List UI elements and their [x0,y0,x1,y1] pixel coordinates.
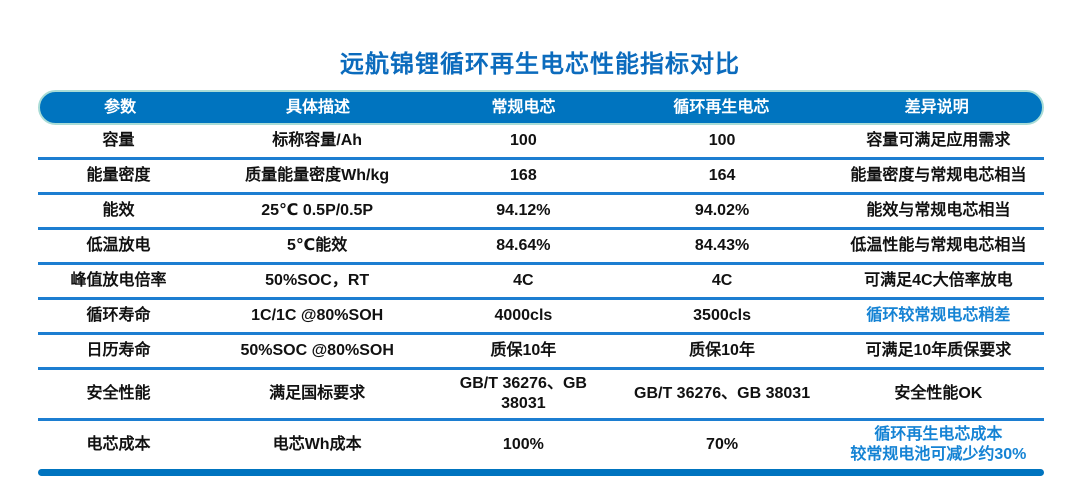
cell-param: 能量密度 [86,167,151,184]
cell-description: 5℃能效 [287,237,348,254]
cell-difference: 容量可满足应用需求 [866,132,1011,149]
cell-description: 电芯Wh成本 [272,436,362,453]
cell-recycled-cell: 100 [708,132,736,149]
table-row: 低温放电 5℃能效 84.64% 84.43% 低温性能与常规电芯相当 [38,230,1044,265]
cell-regular-cell: GB/T 36276、GB 38031 [459,375,587,412]
column-header-param: 参数 [104,98,137,116]
table-bottom-bar [38,469,1044,476]
cell-regular-cell: 168 [510,167,537,184]
cell-param: 峰值放电倍率 [70,272,167,289]
cell-param: 安全性能 [86,385,151,402]
cell-param: 日历寿命 [86,342,151,359]
cell-regular-cell: 质保10年 [490,342,557,359]
cell-param: 低温放电 [86,237,151,254]
cell-difference: 安全性能OK [894,385,983,402]
cell-regular-cell: 100% [502,436,544,453]
table-row: 能量密度 质量能量密度Wh/kg 168 164 能量密度与常规电芯相当 [38,160,1044,195]
table-row: 能效 25℃ 0.5P/0.5P 94.12% 94.02% 能效与常规电芯相当 [38,195,1044,230]
cell-param: 电芯成本 [86,436,151,453]
table-row: 电芯成本 电芯Wh成本 100% 70% 循环再生电芯成本 较常规电池可减少约3… [38,421,1044,469]
table-row: 循环寿命 1C/1C @80%SOH 4000cls 3500cls 循环较常规… [38,300,1044,335]
cell-regular-cell: 84.64% [496,237,551,254]
cell-recycled-cell: 4C [711,272,733,289]
table-row: 容量 标称容量/Ah 100 100 容量可满足应用需求 [38,125,1044,160]
cell-param: 循环寿命 [86,307,151,324]
table-row: 峰值放电倍率 50%SOC，RT 4C 4C 可满足4C大倍率放电 [38,265,1044,300]
comparison-table: 参数 具体描述 常规电芯 循环再生电芯 差异说明 容量 标称容量/Ah 100 … [38,90,1044,476]
cell-recycled-cell: 3500cls [693,307,751,324]
cell-difference: 循环较常规电芯稍差 [866,307,1011,324]
cell-description: 质量能量密度Wh/kg [245,167,390,184]
table-row: 安全性能 满足国标要求 GB/T 36276、GB 38031 GB/T 362… [38,370,1044,421]
cell-description: 1C/1C @80%SOH [251,307,384,324]
table-row: 日历寿命 50%SOC @80%SOH 质保10年 质保10年 可满足10年质保… [38,335,1044,370]
cell-recycled-cell: GB/T 36276、GB 38031 [634,385,811,402]
cell-recycled-cell: 164 [708,167,736,184]
table-body: 容量 标称容量/Ah 100 100 容量可满足应用需求 能量密度 质量能量密度… [38,125,1044,469]
cell-description: 50%SOC @80%SOH [240,342,394,359]
cell-difference: 低温性能与常规电芯相当 [850,237,1027,254]
cell-param: 能效 [102,202,135,219]
cell-regular-cell: 100 [510,132,537,149]
cell-param: 容量 [102,132,135,149]
column-header-diff: 差异说明 [904,98,969,116]
cell-description: 50%SOC，RT [265,272,370,289]
column-header-regular: 常规电芯 [491,98,556,116]
cell-difference: 循环再生电芯成本 较常规电池可减少约30% [850,426,1027,463]
cell-recycled-cell: 84.43% [694,237,750,254]
cell-description: 标称容量/Ah [272,132,363,149]
cell-recycled-cell: 质保10年 [689,342,755,359]
cell-difference: 可满足10年质保要求 [865,342,1012,359]
cell-regular-cell: 94.12% [496,202,551,219]
cell-recycled-cell: 70% [706,436,739,453]
cell-difference: 能量密度与常规电芯相当 [850,167,1027,184]
column-header-recycled: 循环再生电芯 [673,98,770,116]
column-header-desc: 具体描述 [286,98,351,116]
cell-description: 25℃ 0.5P/0.5P [261,202,374,219]
cell-difference: 可满足4C大倍率放电 [864,272,1013,289]
cell-recycled-cell: 94.02% [694,202,750,219]
cell-regular-cell: 4C [513,272,534,289]
page-title: 远航锦锂循环再生电芯性能指标对比 [340,51,740,78]
cell-regular-cell: 4000cls [494,307,553,324]
table-header-row: 参数 具体描述 常规电芯 循环再生电芯 差异说明 [38,90,1044,125]
cell-difference: 能效与常规电芯相当 [866,202,1011,219]
cell-description: 满足国标要求 [269,385,366,402]
